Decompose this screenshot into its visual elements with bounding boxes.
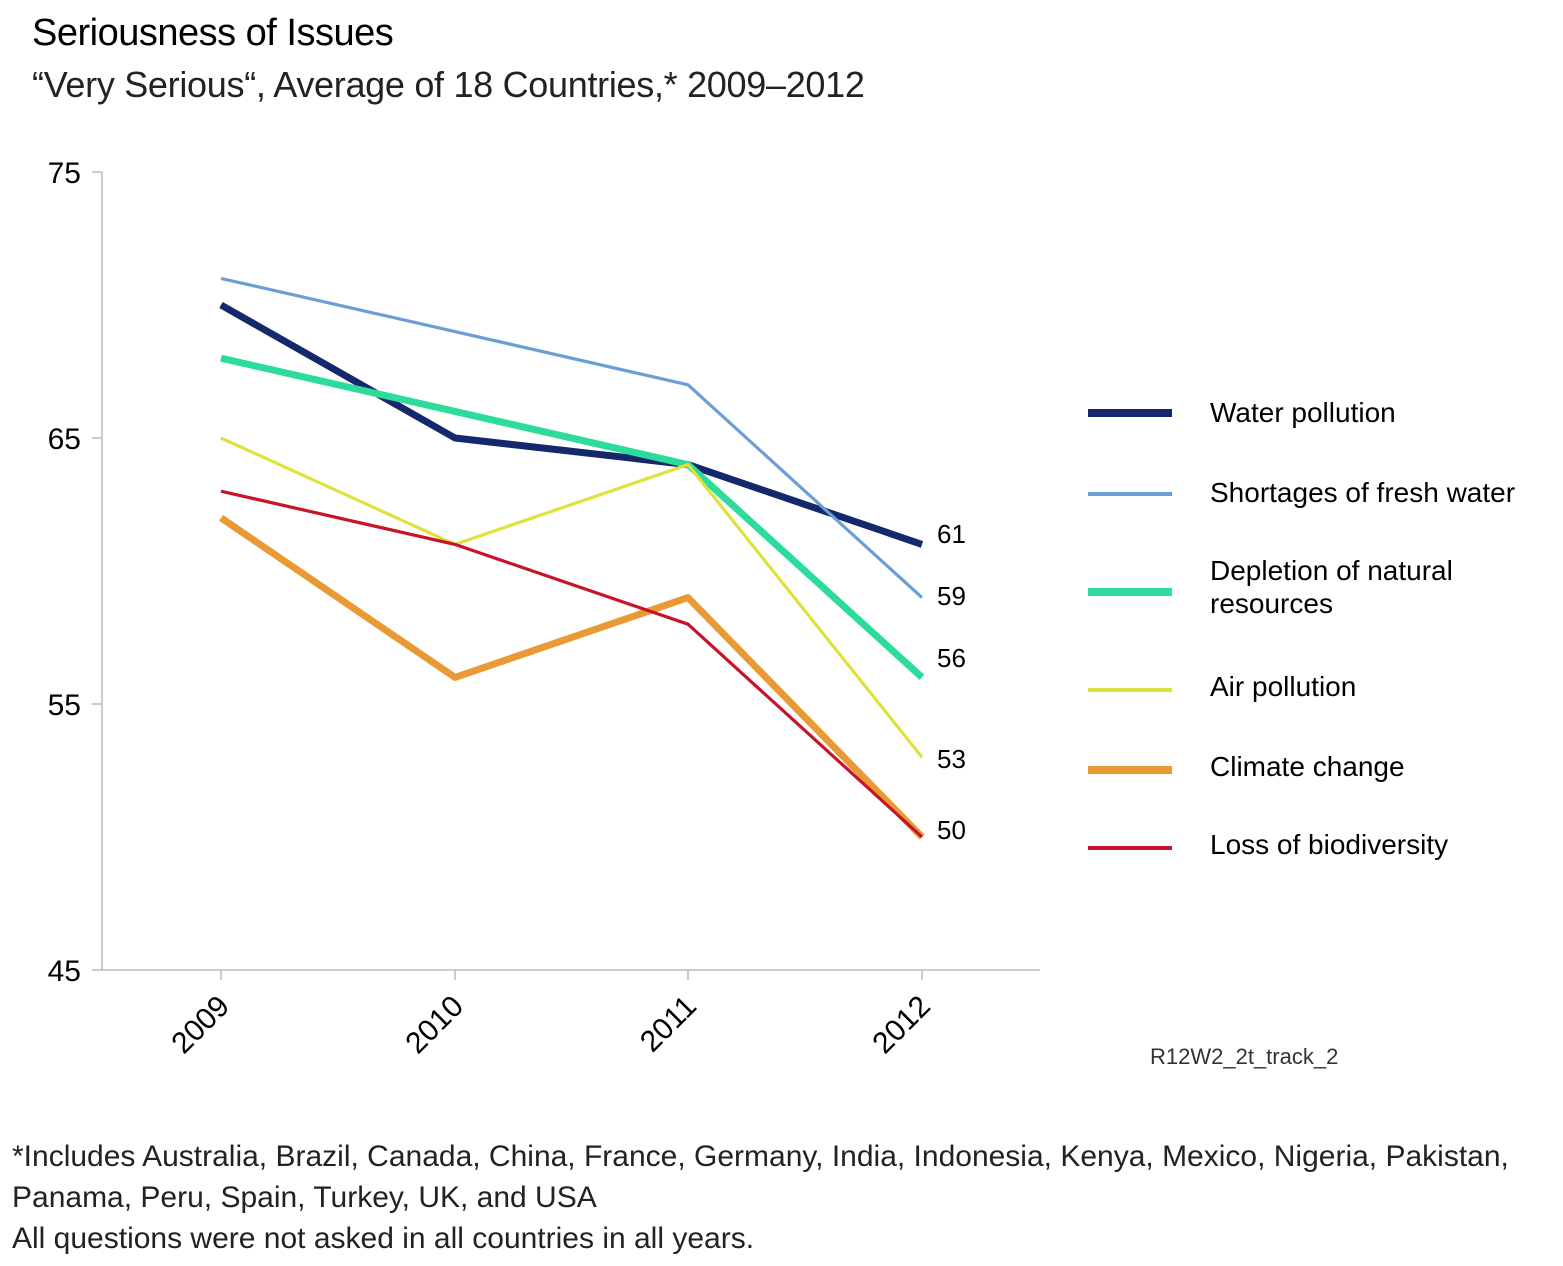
legend-swatch (1088, 588, 1172, 596)
series-lines (219, 276, 925, 840)
y-tick-label: 75 (48, 157, 81, 190)
legend-swatch (1088, 688, 1172, 692)
legend-swatch (1088, 846, 1172, 850)
x-tick-label: 2009 (165, 990, 236, 1061)
legend-label: Air pollution (1210, 670, 1550, 703)
x-tick-label: 2010 (399, 990, 470, 1061)
series-line-depletion-of-natural-resources (220, 354, 925, 680)
legend-swatch (1088, 409, 1172, 417)
legend-label-line: Climate change (1210, 751, 1405, 782)
end-labels: 61 59 56 53 50 (937, 519, 966, 845)
footnote-line: All questions were not asked in all coun… (12, 1222, 755, 1255)
legend-label-line: Air pollution (1210, 671, 1357, 702)
legend-label: Loss of biodiversity (1210, 828, 1550, 861)
y-tick-label: 45 (48, 955, 81, 988)
series-line-loss-of-biodiversity (220, 489, 924, 839)
end-value-label: 56 (937, 643, 966, 673)
series-line-climate-change (219, 514, 925, 840)
series-line-shortages-of-fresh-water (220, 276, 924, 599)
footnote: *Includes Australia, Brazil, Canada, Chi… (12, 1136, 1552, 1259)
legend-swatch (1088, 492, 1172, 496)
legend-label: Climate change (1210, 750, 1550, 783)
x-tick-label: 2012 (866, 990, 937, 1061)
y-tick-label: 65 (48, 423, 81, 456)
end-value-label: 50 (937, 815, 966, 845)
footnote-line: *Includes Australia, Brazil, Canada, Chi… (12, 1140, 1509, 1173)
legend-swatch (1088, 766, 1172, 774)
series-line-water-pollution (219, 301, 924, 548)
chart-subtitle: “Very Serious“, Average of 18 Countries,… (32, 64, 865, 105)
series-line-air-pollution (220, 436, 924, 759)
legend-label-line: Depletion of natural (1210, 555, 1453, 586)
y-tick-label: 55 (48, 689, 81, 722)
legend-label: Depletion of natural resources (1210, 554, 1550, 620)
end-value-label: 53 (937, 744, 966, 774)
x-tick-label: 2011 (634, 990, 703, 1059)
footnote-line: Panama, Peru, Spain, Turkey, UK, and USA (12, 1181, 597, 1214)
source-code-label: R12W2_2t_track_2 (1150, 1044, 1339, 1069)
legend-label-line: Loss of biodiversity (1210, 829, 1449, 860)
axes: 45 55 65 75 2009 2010 2011 2012 (48, 157, 1040, 1060)
legend-label-line: Water pollution (1210, 397, 1396, 428)
legend-label-line: Shortages of fresh water (1210, 477, 1516, 508)
end-value-label: 59 (937, 581, 966, 611)
chart-title: Seriousness of Issues (32, 12, 394, 54)
legend-label: Water pollution (1210, 396, 1550, 429)
end-value-label: 61 (937, 519, 966, 549)
legend-label: Shortages of fresh water (1210, 476, 1550, 509)
legend-label-line: resources (1210, 588, 1333, 619)
